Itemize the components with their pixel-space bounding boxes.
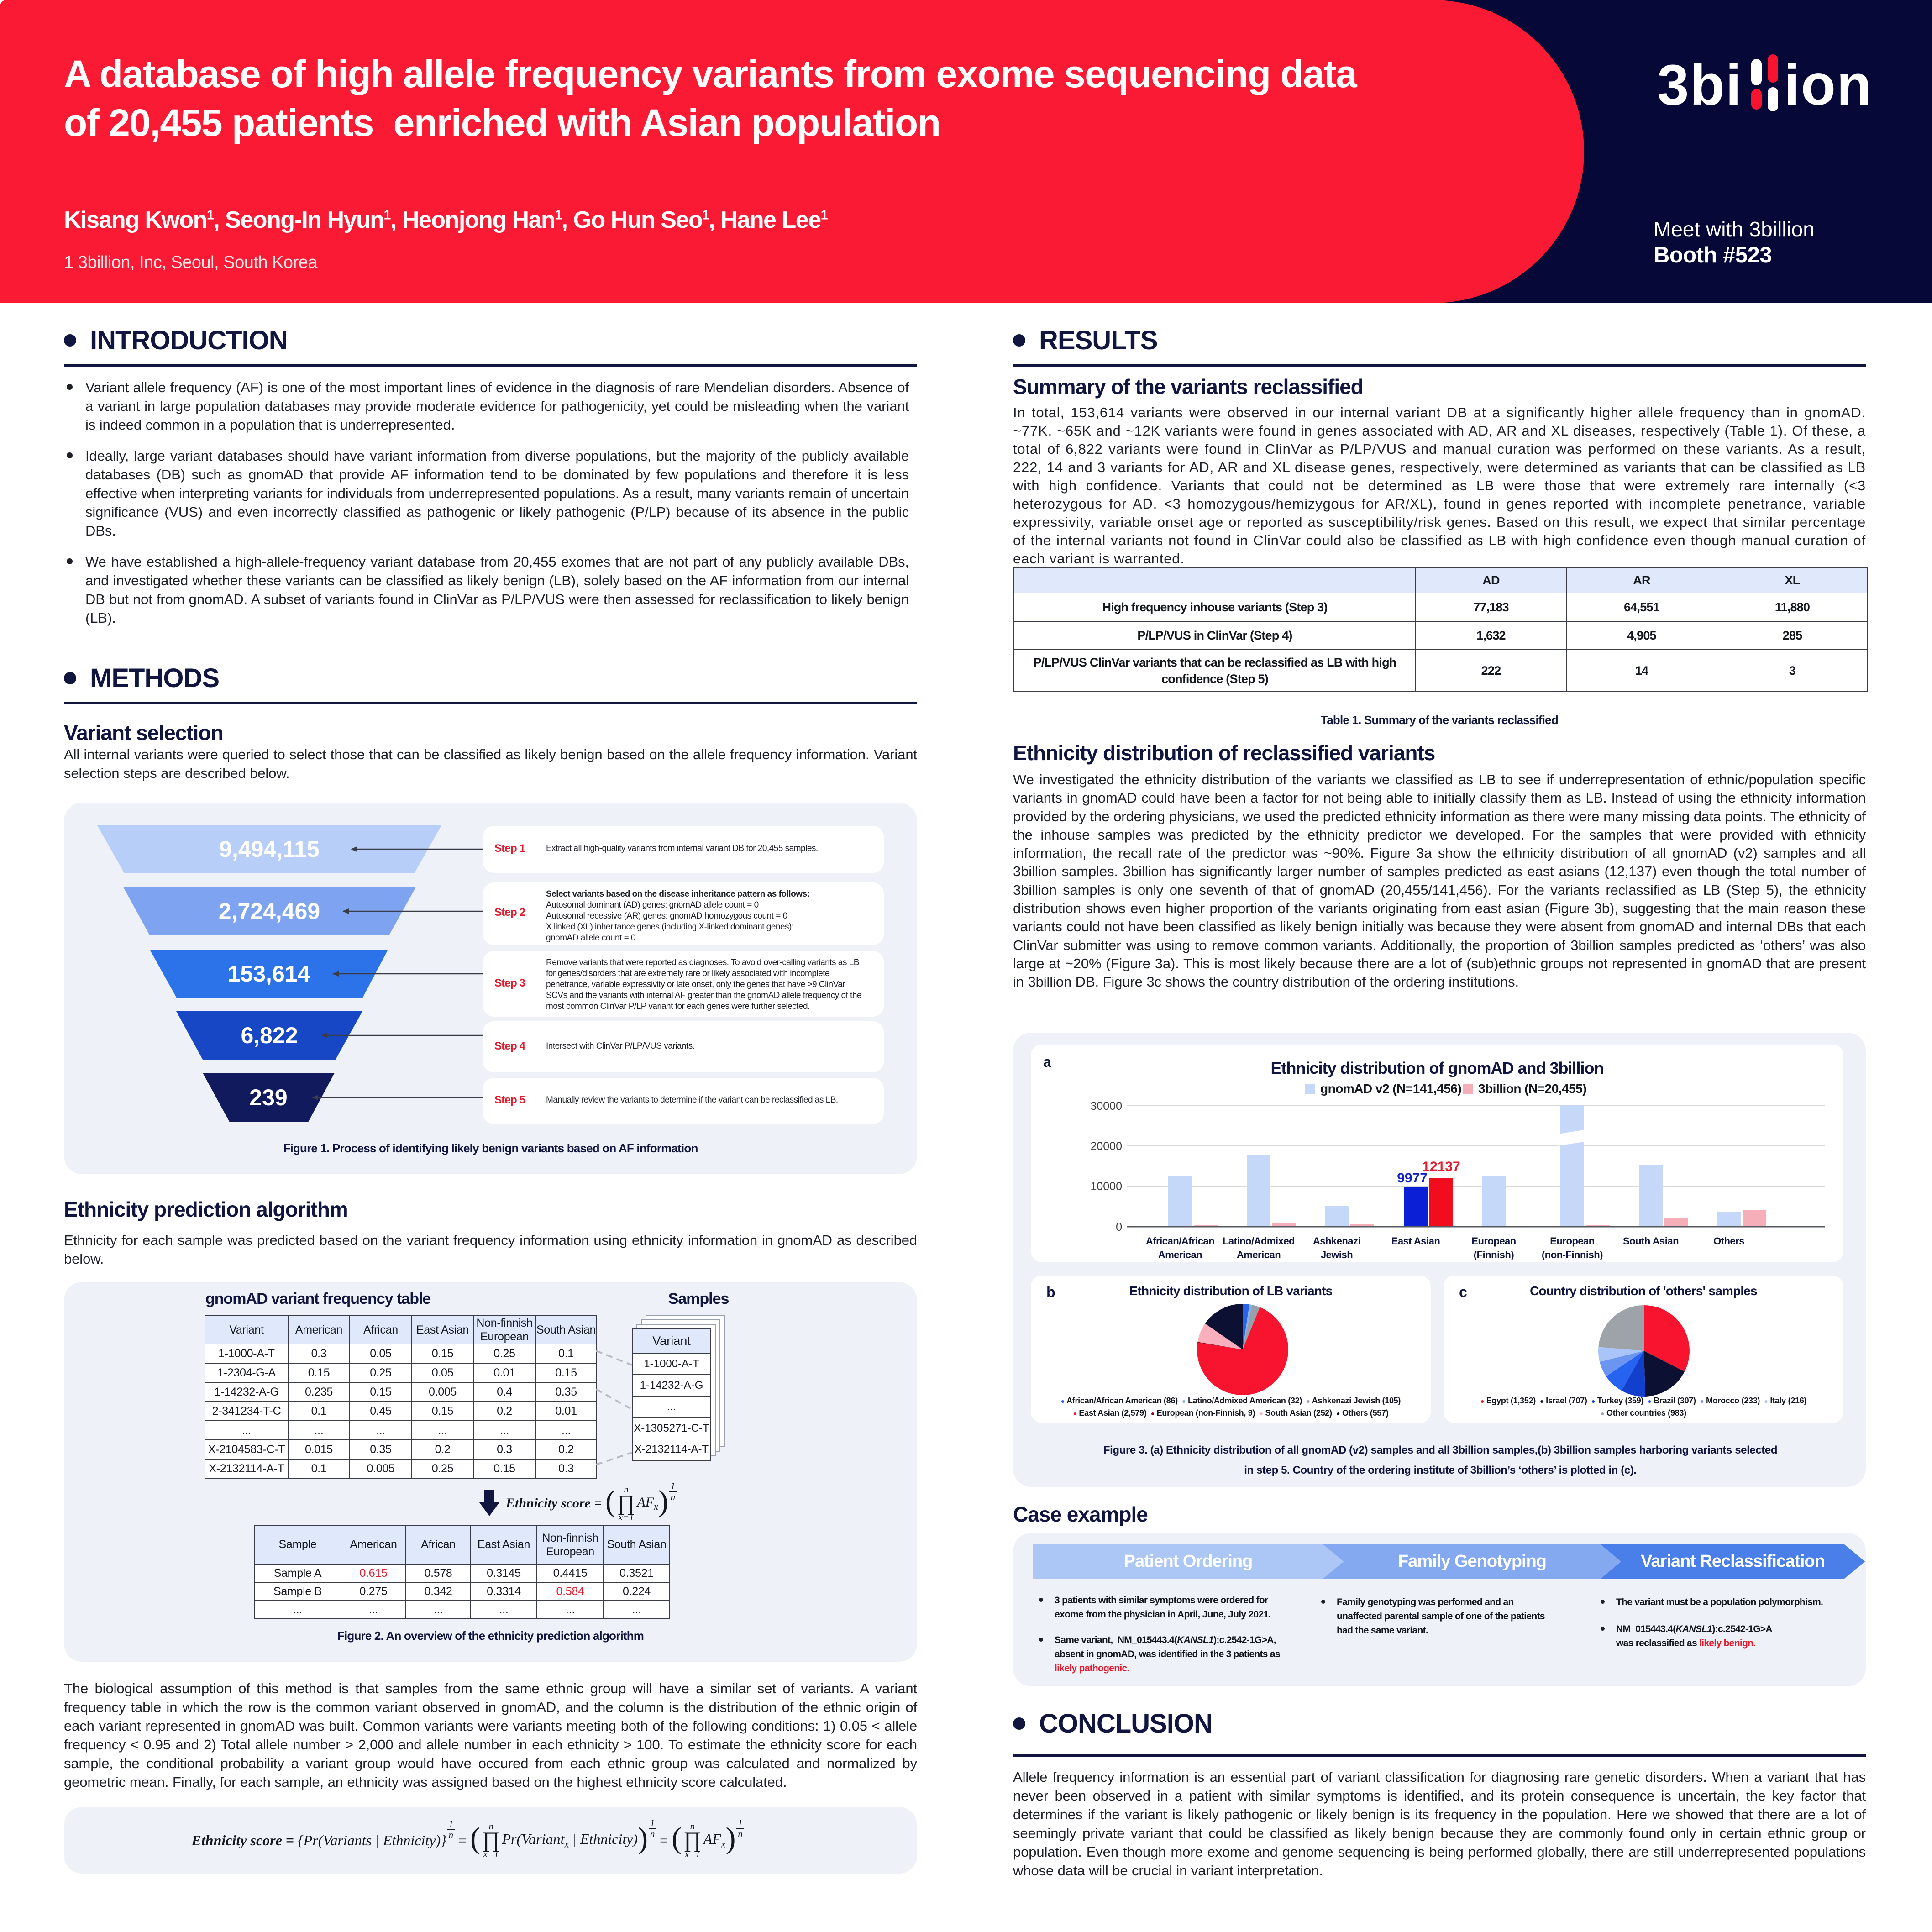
- svg-text:African/African: African/African: [1146, 1235, 1214, 1247]
- svg-text:ion: ion: [1784, 53, 1872, 117]
- svg-text:Jewish: Jewish: [1321, 1249, 1353, 1260]
- svg-text:gnomAD v2 (N=141,456): gnomAD v2 (N=141,456): [1320, 1082, 1461, 1096]
- svg-text:30000: 30000: [1090, 1100, 1122, 1113]
- svg-text:10000: 10000: [1090, 1180, 1122, 1193]
- svg-text:Others: Others: [1713, 1235, 1744, 1247]
- svg-text:3bi: 3bi: [1657, 53, 1743, 117]
- svg-text:153,614: 153,614: [228, 961, 310, 987]
- svg-text:American: American: [1237, 1249, 1281, 1260]
- svg-text:0: 0: [1116, 1221, 1122, 1234]
- svg-text:American: American: [1158, 1249, 1202, 1260]
- svg-text:239: 239: [249, 1085, 287, 1110]
- svg-text:Ashkenazi: Ashkenazi: [1313, 1235, 1360, 1247]
- svg-text:East Asian: East Asian: [1391, 1235, 1440, 1247]
- svg-text:9,494,115: 9,494,115: [219, 836, 320, 862]
- svg-text:South Asian: South Asian: [1623, 1235, 1679, 1247]
- svg-text:2,724,469: 2,724,469: [219, 898, 320, 924]
- svg-text:(non-Finnish): (non-Finnish): [1542, 1249, 1603, 1260]
- svg-text:Latino/Admixed: Latino/Admixed: [1223, 1235, 1295, 1247]
- svg-text:12137: 12137: [1422, 1159, 1460, 1174]
- svg-text:(Finnish): (Finnish): [1474, 1249, 1514, 1260]
- svg-text:3billion (N=20,455): 3billion (N=20,455): [1478, 1082, 1586, 1096]
- svg-text:European: European: [1550, 1235, 1595, 1247]
- svg-text:9977: 9977: [1397, 1171, 1428, 1186]
- svg-text:20000: 20000: [1090, 1140, 1122, 1153]
- svg-text:6,822: 6,822: [241, 1023, 298, 1048]
- svg-text:European: European: [1471, 1235, 1516, 1247]
- svg-text:Ethnicity distribution of gnom: Ethnicity distribution of gnomAD and 3bi…: [1271, 1059, 1604, 1077]
